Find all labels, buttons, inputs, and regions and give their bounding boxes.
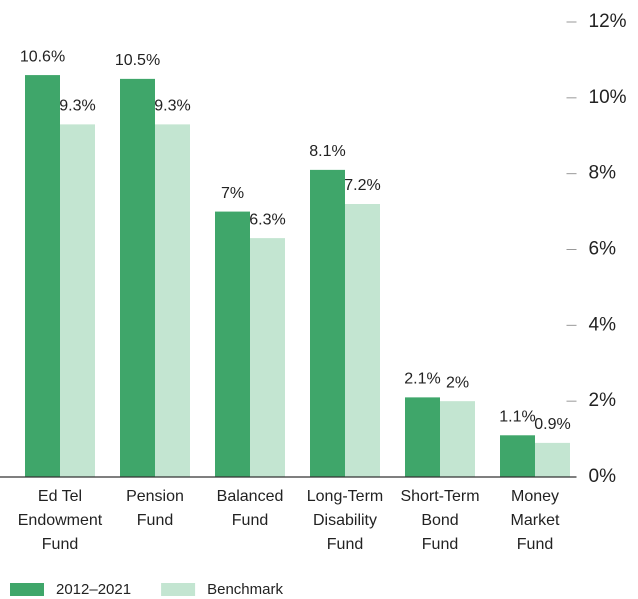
bar: [155, 124, 190, 477]
legend-swatch: [161, 583, 196, 596]
data-label: 7.2%: [344, 177, 380, 194]
data-label: 6.3%: [249, 211, 285, 228]
legend-label: 2012–2021: [56, 581, 131, 598]
x-tick-label: Money Market Fund: [510, 488, 560, 553]
y-tick-label: 8%: [589, 163, 617, 184]
data-label: 10.6%: [20, 48, 65, 65]
data-label: 7%: [221, 185, 244, 202]
bar: [25, 75, 60, 477]
bar: [250, 238, 285, 477]
x-tick-label: Ed Tel Endowment Fund: [17, 488, 103, 553]
bar: [440, 401, 475, 477]
data-label: 2.1%: [404, 371, 440, 388]
data-label: 9.3%: [59, 98, 95, 115]
y-tick-label: 12%: [589, 11, 627, 32]
bar: [310, 169, 345, 477]
y-tick-label: 10%: [589, 87, 627, 108]
y-tick-label: 4%: [589, 314, 617, 335]
bar: [405, 397, 440, 477]
bar: [345, 204, 380, 477]
legend-swatch: [10, 583, 44, 596]
data-label: 0.9%: [534, 416, 570, 433]
data-label: 2%: [446, 374, 469, 391]
x-tick-label: Balanced Fund: [216, 488, 284, 529]
y-tick-label: 0%: [589, 466, 617, 487]
data-label: 8.1%: [309, 143, 345, 160]
bar: [500, 435, 535, 477]
data-label: 9.3%: [154, 98, 190, 115]
y-tick-label: 2%: [589, 390, 617, 411]
x-tick-label: Long-Term Disability Fund: [306, 488, 384, 553]
bar: [215, 211, 250, 478]
data-label: 10.5%: [115, 52, 160, 69]
bar: [120, 78, 155, 477]
x-tick-label: Pension Fund: [126, 488, 184, 529]
x-tick-label: Short-Term Bond Fund: [400, 488, 480, 553]
y-tick-label: 6%: [589, 239, 617, 260]
data-label: 1.1%: [499, 409, 535, 426]
bar: [535, 442, 570, 477]
legend-label: Benchmark: [207, 581, 283, 598]
bar: [60, 124, 95, 477]
